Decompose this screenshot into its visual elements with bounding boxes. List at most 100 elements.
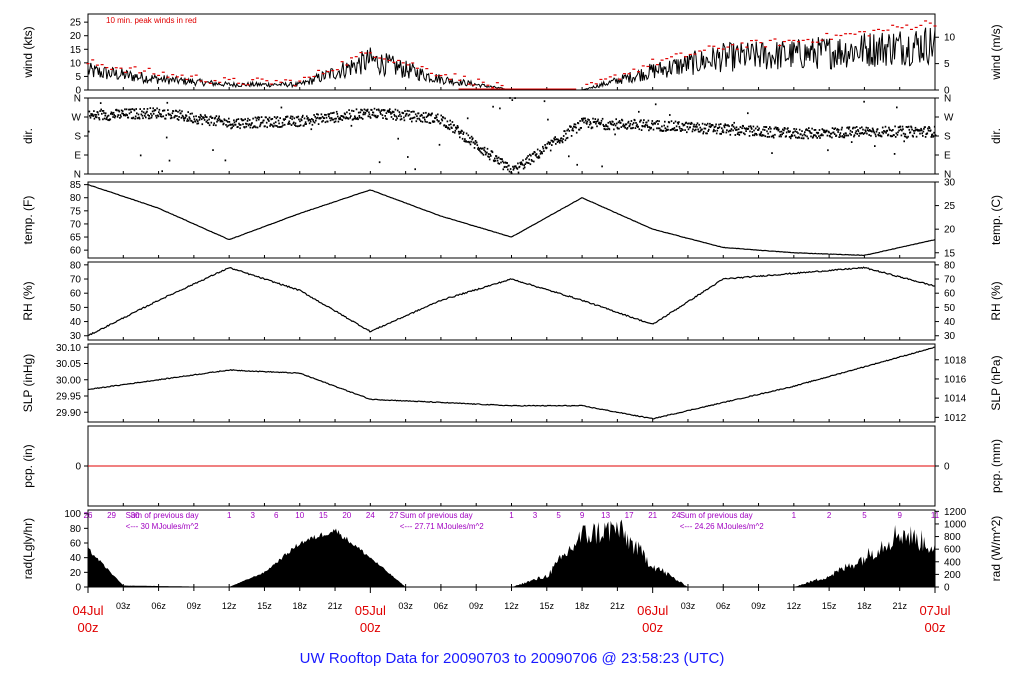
dir-point [272,125,275,128]
dir-point [491,151,494,154]
dir-point [915,135,918,138]
dir-point [415,120,418,123]
dir-point [433,120,436,123]
dir-point [809,131,812,134]
dir-point [199,113,202,116]
dir-point [834,127,837,130]
dir-point [455,126,457,129]
dir-point [812,135,815,138]
dir-point [434,117,437,120]
dir-point [204,114,206,117]
dir-point [716,129,719,132]
hour-label: 06z [434,601,449,611]
dir-point [905,126,908,128]
dir-point [474,143,476,145]
dir-point [190,120,193,122]
dir-point [494,157,496,160]
dir-point [752,125,755,128]
dir-point [912,135,914,138]
panel-rad [84,509,939,588]
dir-point [901,129,903,132]
dir-point [376,116,379,119]
dir-point [99,110,101,112]
dir-point [119,117,121,119]
dir-point [193,115,195,118]
dir-point [903,140,905,143]
dir-point [601,117,604,120]
dir-point [523,166,526,169]
right-axis-label: SLP (hPa) [989,355,1003,410]
dir-point [441,119,444,122]
dir-point [481,152,484,155]
dir-point [362,113,364,116]
dir-point [446,120,449,123]
dir-point [139,108,141,110]
dir-point [244,118,246,121]
dir-point [933,125,936,128]
dir-point [375,116,377,119]
dir-point [121,110,124,112]
dir-point [929,129,932,132]
dir-point [889,129,891,132]
dir-point [286,115,289,118]
dir-point [747,128,750,130]
dir-point [392,111,395,113]
dir-point [886,129,888,132]
dir-point [753,134,756,137]
dir-point [524,163,527,165]
dir-point [693,129,696,132]
dir-point [906,126,909,129]
dir-point [887,133,890,136]
dir-point [551,139,554,142]
dir-point [123,113,126,116]
dir-point [558,139,560,142]
dir-point [379,111,381,114]
dir-point [556,138,558,141]
dir-point [928,126,930,128]
dir-point [517,171,520,174]
dir-point [753,129,755,132]
tick-label: S [944,132,951,143]
dir-point [239,124,242,126]
dir-point [269,125,271,127]
dir-point [736,133,739,135]
dir-point [739,126,742,128]
dir-point [390,112,392,115]
hour-label: 18z [292,601,307,611]
dir-point [680,130,682,132]
dir-point [837,129,840,131]
dir-point [492,105,494,108]
dir-point [157,115,160,118]
dir-point [871,127,874,130]
dir-point [376,108,378,111]
dir-point [246,120,249,122]
dir-point [196,122,198,125]
dir-point [139,154,142,157]
dir-point [105,118,108,121]
dir-point [686,126,689,128]
dir-point [619,122,622,124]
dir-point [525,161,528,164]
dir-point [111,113,114,116]
dir-point [404,110,406,112]
dir-point [756,133,758,136]
dir-point [304,121,307,124]
dir-point [448,128,451,131]
dir-point [863,100,865,103]
dir-point [330,112,332,115]
dir-point [171,112,174,115]
dir-point [383,109,386,112]
dir-point [791,135,794,137]
dir-point [368,113,371,116]
dir-point [614,124,617,127]
dir-point [324,121,327,124]
dir-point [923,128,925,130]
dir-point [271,123,273,126]
dir-point [769,126,771,128]
dir-point [335,110,338,113]
dir-point [544,146,547,149]
dir-point [252,117,254,120]
dir-point [818,129,821,131]
dir-point [582,119,584,121]
dir-point [615,118,617,121]
